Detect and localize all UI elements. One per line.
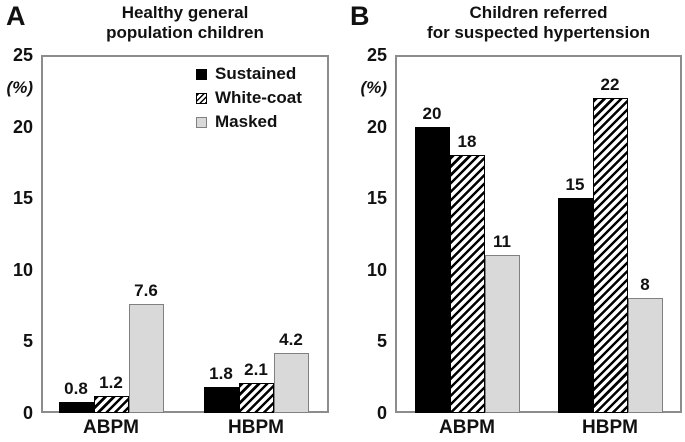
- y-axis-unit-label: (%): [360, 78, 387, 97]
- masked-legend-marker-icon: [196, 116, 207, 128]
- x-category-label: HBPM: [582, 417, 638, 438]
- bar-masked-abpm: [484, 255, 520, 413]
- bar-value-label: 11: [493, 232, 511, 252]
- bar-value-label: 15: [565, 175, 585, 195]
- bar-value-label: 7.6: [134, 281, 158, 301]
- y-tick-label: 20: [366, 116, 387, 137]
- bar-white-coat-hbpm: [592, 97, 628, 413]
- chart-title-line: population children: [106, 23, 264, 42]
- chart-title-line: Healthy general: [121, 3, 249, 22]
- x-category-label: HBPM: [228, 417, 284, 438]
- panel-letter: B: [350, 1, 370, 31]
- bar-masked-hbpm: [627, 298, 663, 413]
- bar-sustained-hbpm: [557, 198, 593, 413]
- y-tick-label: 5: [22, 331, 33, 352]
- chart-title: Healthy general population children: [41, 3, 329, 45]
- bar-sustained-abpm: [414, 126, 450, 413]
- bar-value-label: 8: [640, 275, 650, 295]
- y-tick-label: 10: [366, 259, 387, 280]
- y-tick-label: 20: [12, 116, 33, 137]
- x-category-label: ABPM: [439, 417, 495, 438]
- legend-label: White-coat: [215, 88, 302, 107]
- bar-value-label: 1.2: [99, 372, 123, 392]
- x-category-label: ABPM: [83, 417, 139, 438]
- legend-row: White-coat: [196, 88, 326, 108]
- legend-label: Masked: [215, 112, 278, 131]
- bar-value-label: 4.2: [279, 329, 303, 349]
- y-tick-label: 5: [376, 331, 387, 352]
- bar-value-label: 1.8: [209, 364, 233, 384]
- sustained-legend-marker-icon: [196, 68, 207, 80]
- y-tick-label: 10: [12, 259, 33, 280]
- legend-row: Sustained: [196, 64, 326, 84]
- bar-value-label: 2.1: [244, 359, 268, 379]
- bar-value-label: 20: [422, 103, 442, 123]
- y-tick-label: 25: [366, 45, 387, 65]
- bar-masked-abpm: [128, 304, 164, 413]
- bar-white-coat-abpm: [93, 395, 129, 413]
- bar-masked-hbpm: [273, 352, 309, 413]
- y-tick-label: 15: [12, 188, 33, 209]
- y-axis-unit-label: (%): [6, 78, 33, 97]
- legend-label: Sustained: [215, 64, 297, 83]
- bar-value-label: 22: [600, 74, 620, 94]
- panel-letter: A: [6, 1, 26, 31]
- y-tick-label: 0: [22, 403, 33, 423]
- chart-title-line: for suspected hypertension: [427, 23, 650, 42]
- bar-value-label: 18: [457, 132, 477, 152]
- bar-white-coat-hbpm: [238, 382, 274, 413]
- bar-sustained-hbpm: [203, 387, 239, 413]
- chart-title: Children referred for suspected hypertens…: [395, 3, 682, 45]
- white-coat-legend-marker-icon: [196, 92, 207, 104]
- y-tick-label: 0: [376, 403, 387, 423]
- bar-white-coat-abpm: [449, 155, 485, 413]
- y-tick-label: 25: [12, 45, 33, 65]
- bar-sustained-abpm: [58, 401, 94, 413]
- bar-value-label: 0.8: [64, 378, 88, 398]
- legend-row: Masked: [196, 112, 326, 132]
- legend: Sustained White-coat Masked: [196, 64, 326, 140]
- y-tick-label: 15: [366, 188, 387, 209]
- chart-title-line: Children referred: [469, 3, 608, 22]
